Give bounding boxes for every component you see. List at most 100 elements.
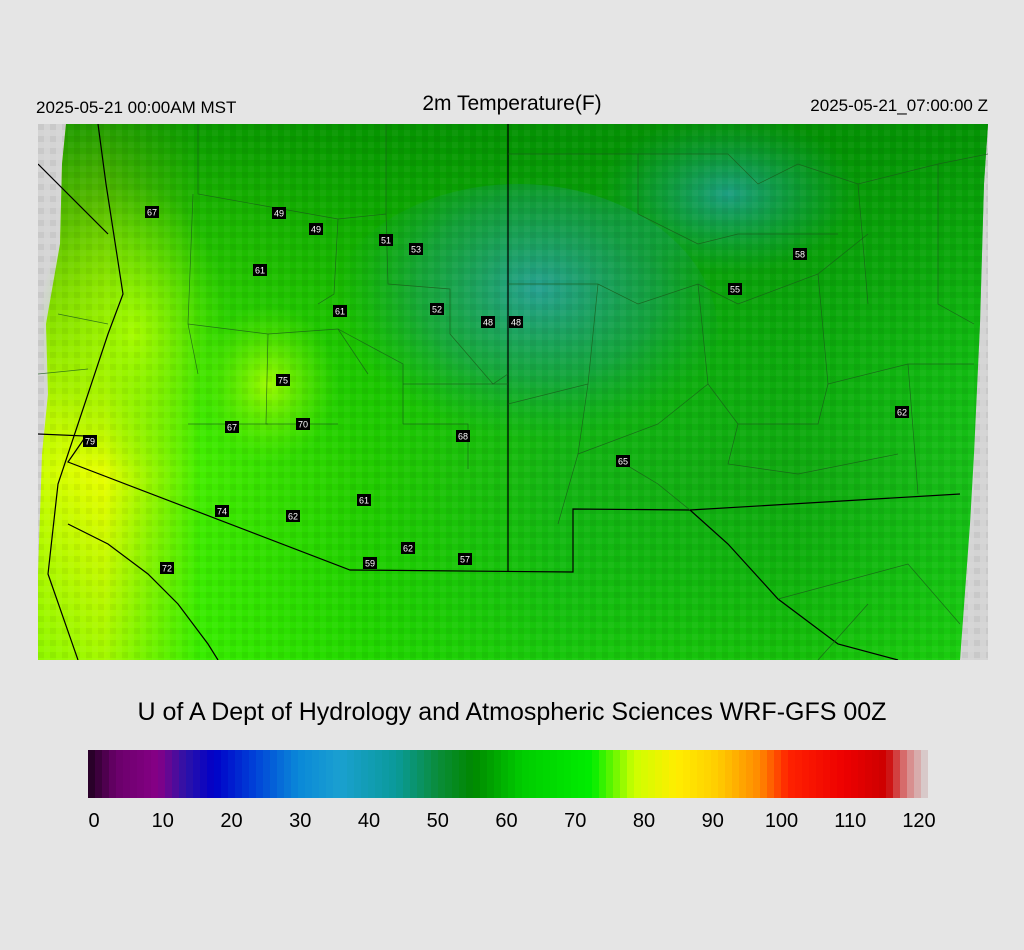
station-label: 61 [253, 264, 267, 276]
station-value: 65 [618, 457, 628, 467]
colorbar-cell [333, 750, 341, 798]
colorbar-cell [718, 750, 726, 798]
station-value: 51 [381, 236, 391, 246]
colorbar-cell [844, 750, 852, 798]
station-label-box [456, 430, 470, 442]
colorbar-cell [774, 750, 782, 798]
colorbar-cell [683, 750, 691, 798]
colorbar-cell [256, 750, 264, 798]
colorbar-cell [781, 750, 789, 798]
colorbar-cell [193, 750, 201, 798]
colorbar-cell [340, 750, 348, 798]
colorbar-cell [312, 750, 320, 798]
station-value: 79 [85, 437, 95, 447]
international-border [38, 433, 899, 660]
colorbar-tick-label: 50 [426, 810, 449, 832]
station-value: 68 [458, 432, 468, 442]
colorbar-cell [648, 750, 656, 798]
colorbar-cell [172, 750, 180, 798]
station-value: 58 [795, 250, 805, 260]
colorbar-cell [851, 750, 859, 798]
colorbar-cell [424, 750, 432, 798]
northwest-line [38, 163, 109, 235]
colorbar-cell [585, 750, 593, 798]
station-label: 51 [379, 234, 393, 246]
border-lines [38, 124, 961, 660]
station-label: 62 [286, 510, 300, 522]
station-label-box [296, 418, 310, 430]
colorbar-tick-label: 30 [289, 810, 312, 832]
station-value: 61 [335, 307, 345, 317]
colorbar-cell [438, 750, 446, 798]
colorbar-cell [732, 750, 740, 798]
temperature-colorbar [88, 750, 928, 798]
colorbar-cell [837, 750, 845, 798]
colorbar-cell [655, 750, 663, 798]
valid-time-label: 2025-05-21_07:00:00 Z [810, 96, 988, 115]
station-label: 67 [145, 206, 159, 218]
station-label-box [145, 206, 159, 218]
station-label-box [509, 316, 523, 328]
station-label: 70 [296, 418, 310, 430]
station-label-box [309, 223, 323, 235]
colorbar-cell [354, 750, 362, 798]
colorbar-cell [263, 750, 271, 798]
credit-line: U of A Dept of Hydrology and Atmospheric… [137, 698, 887, 726]
colorbar-cell [228, 750, 236, 798]
colorbar-cell [858, 750, 866, 798]
station-label: 61 [333, 305, 347, 317]
colorbar-cell [347, 750, 355, 798]
colorbar-cell [396, 750, 404, 798]
station-label-box [409, 243, 423, 255]
colorbar-cell [95, 750, 103, 798]
station-label-box [253, 264, 267, 276]
station-label: 49 [309, 223, 323, 235]
colorbar-cell [305, 750, 313, 798]
station-value: 61 [255, 266, 265, 276]
colorbar-cell [550, 750, 558, 798]
station-label: 59 [363, 557, 377, 569]
colorbar-cell [186, 750, 194, 798]
colorbar-cell [298, 750, 306, 798]
colorbar-cell [872, 750, 880, 798]
station-label-box [379, 234, 393, 246]
colorbar-cell [571, 750, 579, 798]
colorbar-cell [711, 750, 719, 798]
colorbar-cell [522, 750, 530, 798]
station-label: 61 [357, 494, 371, 506]
colorbar-cell [116, 750, 124, 798]
colorbar-cell [165, 750, 173, 798]
station-value: 59 [365, 559, 375, 569]
colorbar-cell [319, 750, 327, 798]
colorbar-cell [361, 750, 369, 798]
station-label-box [458, 553, 472, 565]
station-label: 53 [409, 243, 423, 255]
texture-overlay [38, 124, 988, 660]
colorbar-tick-label: 20 [220, 810, 243, 832]
colorbar-cell [473, 750, 481, 798]
colorbar-cell [515, 750, 523, 798]
colorbar-cell [830, 750, 838, 798]
colorbar-tick-label: 90 [701, 810, 724, 832]
station-value: 55 [730, 285, 740, 295]
station-label-box [481, 316, 495, 328]
colorbar-cell [410, 750, 418, 798]
station-value: 53 [411, 245, 421, 255]
colorbar-cell [613, 750, 621, 798]
colorbar-cell [137, 750, 145, 798]
colorbar-cell [277, 750, 285, 798]
colorbar-cell [900, 750, 908, 798]
station-label: 74 [215, 505, 229, 517]
colorbar-tick-label: 0 [88, 810, 100, 832]
colorbar-tick-label: 100 [764, 810, 799, 832]
colorbar-cell [109, 750, 117, 798]
station-label-box [272, 207, 286, 219]
station-value: 48 [483, 318, 493, 328]
station-value: 49 [274, 209, 284, 219]
station-value: 48 [511, 318, 521, 328]
colorbar-cell [788, 750, 796, 798]
colorbar-cell [921, 750, 928, 798]
station-label-box [83, 435, 97, 447]
station-label-box [728, 283, 742, 295]
colorbar-cell [445, 750, 453, 798]
